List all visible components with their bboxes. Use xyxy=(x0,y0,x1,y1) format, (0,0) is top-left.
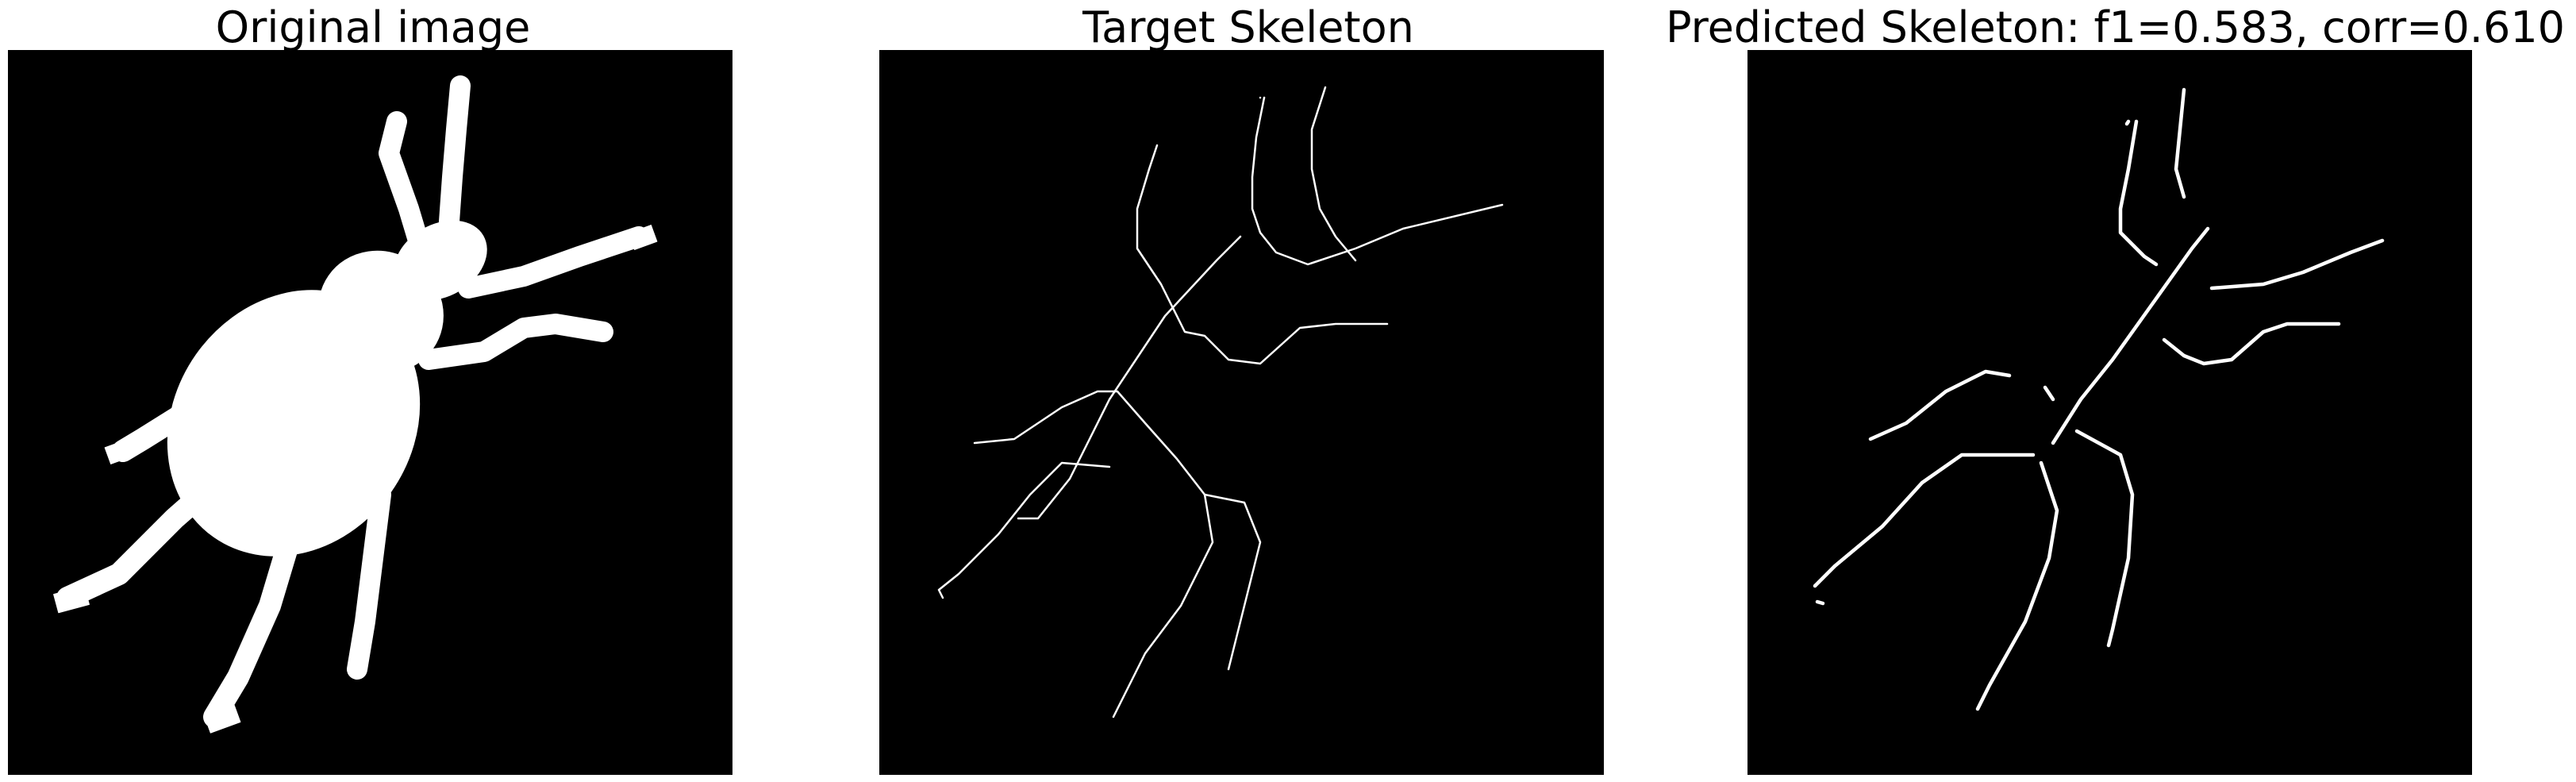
panel-original: Original image xyxy=(0,0,746,782)
beetle-silhouette xyxy=(53,75,658,734)
panel-title-predicted: Predicted Skeleton: f1=0.583, corr=0.610 xyxy=(1665,2,2566,52)
target-image-background xyxy=(879,50,1604,775)
predicted-image-background xyxy=(1747,50,2472,775)
panel-target: Target Skeleton xyxy=(840,0,1657,782)
panel-title-original: Original image xyxy=(215,2,531,52)
original-image xyxy=(8,50,732,775)
panel-predicted: Predicted Skeleton: f1=0.583, corr=0.610 xyxy=(1655,0,2576,782)
predicted-skeleton-image xyxy=(1747,50,2472,775)
predicted-skeleton-lines xyxy=(1813,87,2385,711)
panel-title-target: Target Skeleton xyxy=(1082,2,1414,52)
target-skeleton-image xyxy=(879,50,1604,775)
target-skeleton-lines xyxy=(937,86,1504,718)
